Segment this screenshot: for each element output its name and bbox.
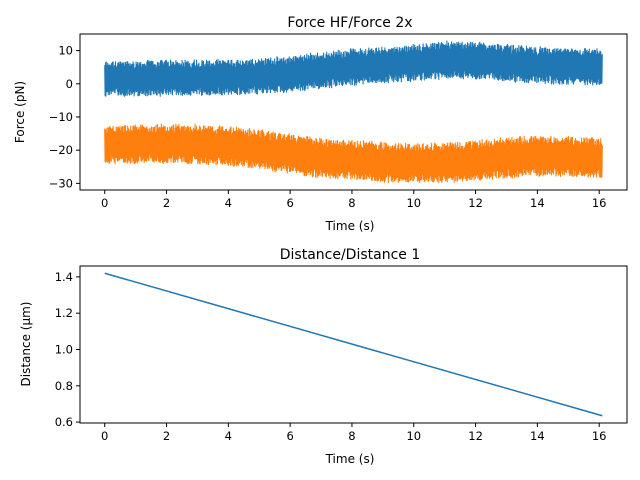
- distance-x-tick-label: 10: [406, 429, 421, 443]
- force-chart-title: Force HF/Force 2x: [287, 15, 412, 31]
- force-x-tick-label: 8: [348, 196, 355, 210]
- force-x-tick-label: 14: [530, 196, 545, 210]
- distance-x-tick-label: 2: [163, 429, 170, 443]
- force-x-tick-label: 2: [163, 196, 170, 210]
- distance-y-tick-label: 1.0: [55, 342, 73, 356]
- distance-x-tick-label: 16: [592, 429, 607, 443]
- force-x-tick-label: 16: [592, 196, 607, 210]
- distance-panel: Distance/Distance 1 0 2 4 6 8 10 12 14 16 0.6 0.8 1…: [19, 247, 628, 466]
- distance-y-tick-label: 0.6: [55, 415, 73, 429]
- force-x-tick-label: 10: [406, 196, 421, 210]
- distance-y-tick-label: 0.8: [55, 379, 73, 393]
- force-y-axis-label: Force (pN): [13, 81, 27, 143]
- force-series-1-line: [104, 123, 603, 184]
- distance-series-0-line: [104, 272, 603, 417]
- force-y-tick-label: −10: [49, 110, 73, 124]
- force-y-tick-label: −30: [49, 176, 73, 190]
- distance-chart-title: Distance/Distance 1: [280, 247, 421, 263]
- force-x-tick-label: 6: [286, 196, 293, 210]
- force-series-0-line: [104, 40, 603, 97]
- distance-x-tick-label: 0: [101, 429, 108, 443]
- distance-y-tick-label: 1.4: [55, 270, 73, 284]
- distance-x-tick-label: 8: [348, 429, 355, 443]
- force-panel: Force HF/Force 2x 0 2 4 6 8 10 12 14 16 −30 −20 −10…: [13, 15, 628, 233]
- force-x-axis-label: Time (s): [325, 219, 375, 233]
- distance-x-tick-label: 14: [530, 429, 545, 443]
- distance-axes-frame: [79, 265, 628, 424]
- force-x-tick-label: 4: [225, 196, 232, 210]
- distance-y-tick-label: 1.2: [55, 306, 73, 320]
- distance-x-tick-label: 12: [468, 429, 483, 443]
- force-axes-frame: [79, 33, 628, 191]
- force-y-tick-label: 0: [66, 77, 73, 91]
- distance-x-tick-label: 4: [225, 429, 232, 443]
- force-y-tick-label: 10: [58, 44, 73, 58]
- distance-y-axis-label: Distance (μm): [19, 302, 33, 387]
- force-x-tick-label: 0: [101, 196, 108, 210]
- distance-x-axis-label: Time (s): [325, 452, 375, 466]
- force-y-tick-label: −20: [49, 143, 73, 157]
- distance-x-tick-label: 6: [286, 429, 293, 443]
- force-x-tick-label: 12: [468, 196, 483, 210]
